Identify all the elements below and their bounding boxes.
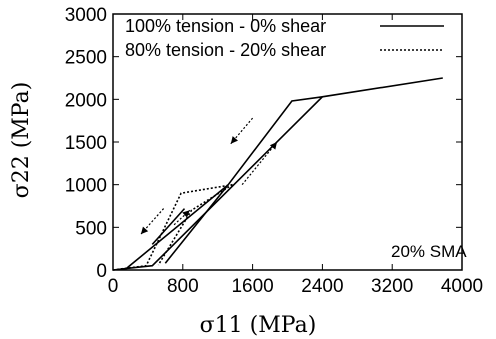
arrow-head-3 [140, 226, 149, 235]
y-tick-label: 500 [75, 218, 107, 239]
series-line-3 [112, 183, 233, 271]
x-axis-label: σ11 (MPa) [200, 313, 317, 338]
series-line-2 [125, 96, 323, 270]
extra-path-1 [164, 184, 229, 264]
arrow-head-4 [182, 210, 190, 218]
y-tick-label: 1500 [65, 133, 107, 154]
legend-label-series-2: 80% tension - 20% shear [125, 40, 326, 60]
x-tick-label: 0 [108, 276, 119, 297]
plot-lines [112, 77, 443, 271]
legend-label-series-1: 100% tension - 0% shear [125, 16, 326, 36]
arrow-line-2 [241, 141, 278, 186]
y-tick-label: 3000 [65, 5, 107, 26]
y-axis-label: σ22 (MPa) [9, 82, 34, 199]
extra-path-2 [151, 208, 186, 245]
arrows [140, 117, 278, 235]
arrow-head-1 [230, 136, 238, 144]
y-tick-label: 1000 [65, 176, 107, 197]
x-tick-label: 800 [167, 276, 199, 297]
x-tick-label: 4000 [441, 276, 483, 297]
ticks: 0 800 1600 2400 3200 4000 0 500 1000 1500 2000 2500… [65, 5, 483, 297]
x-tick-label: 2400 [301, 276, 343, 297]
y-tick-label: 2000 [65, 90, 107, 111]
x-tick-label: 3200 [371, 276, 413, 297]
series-line-4 [157, 184, 233, 266]
annotation-sma: 20% SMA [391, 242, 467, 261]
y-tick-label: 0 [96, 261, 107, 282]
x-tick-label: 1600 [231, 276, 273, 297]
plot-frame [112, 13, 463, 271]
y-tick-label: 2500 [65, 48, 107, 69]
legend: 100% tension - 0% shear 80% tension - 20… [125, 16, 444, 60]
arrow-head-2 [269, 142, 278, 150]
